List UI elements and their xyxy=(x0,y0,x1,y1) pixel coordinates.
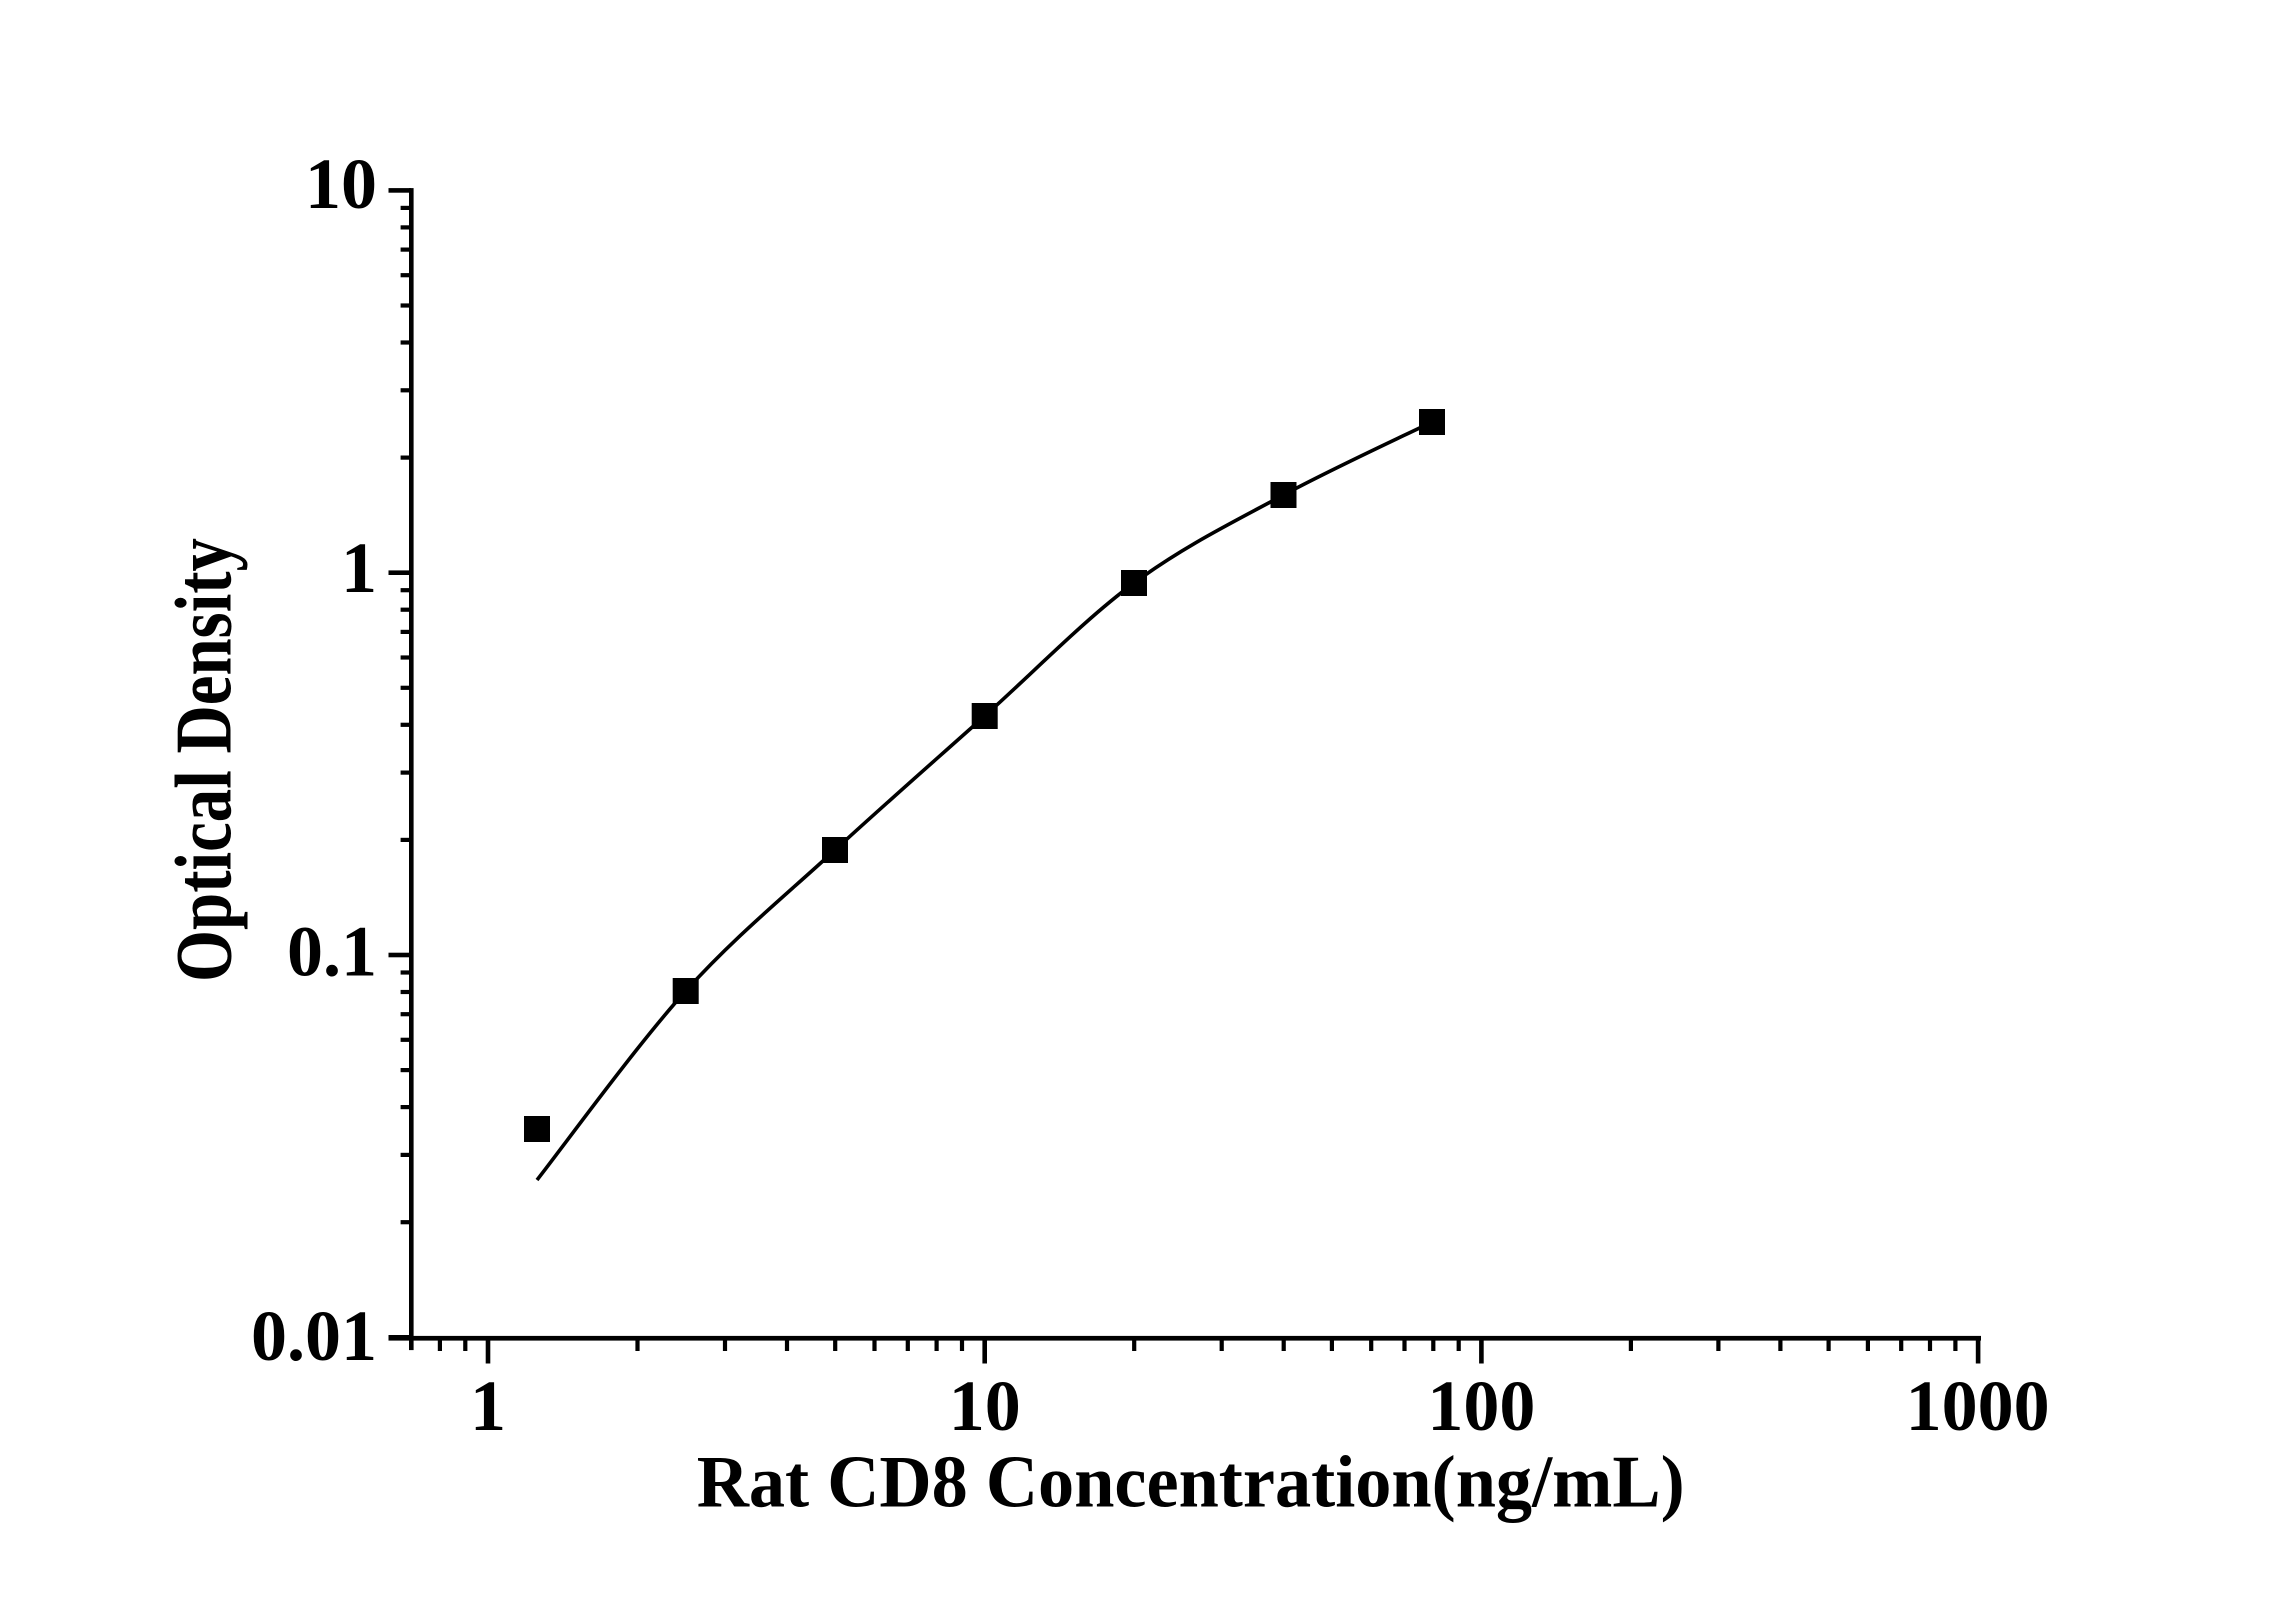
svg-text:Optical Density: Optical Density xyxy=(160,538,248,982)
svg-text:1000: 1000 xyxy=(1906,1366,2050,1446)
svg-text:Rat CD8 Concentration(ng/mL): Rat CD8 Concentration(ng/mL) xyxy=(697,1442,1685,1524)
svg-text:0.1: 0.1 xyxy=(287,911,377,991)
svg-text:1: 1 xyxy=(341,528,377,608)
svg-text:10: 10 xyxy=(305,144,377,224)
svg-text:10: 10 xyxy=(949,1366,1021,1446)
svg-text:1: 1 xyxy=(470,1366,506,1446)
svg-text:100: 100 xyxy=(1427,1366,1535,1446)
svg-text:0.01: 0.01 xyxy=(251,1296,377,1376)
